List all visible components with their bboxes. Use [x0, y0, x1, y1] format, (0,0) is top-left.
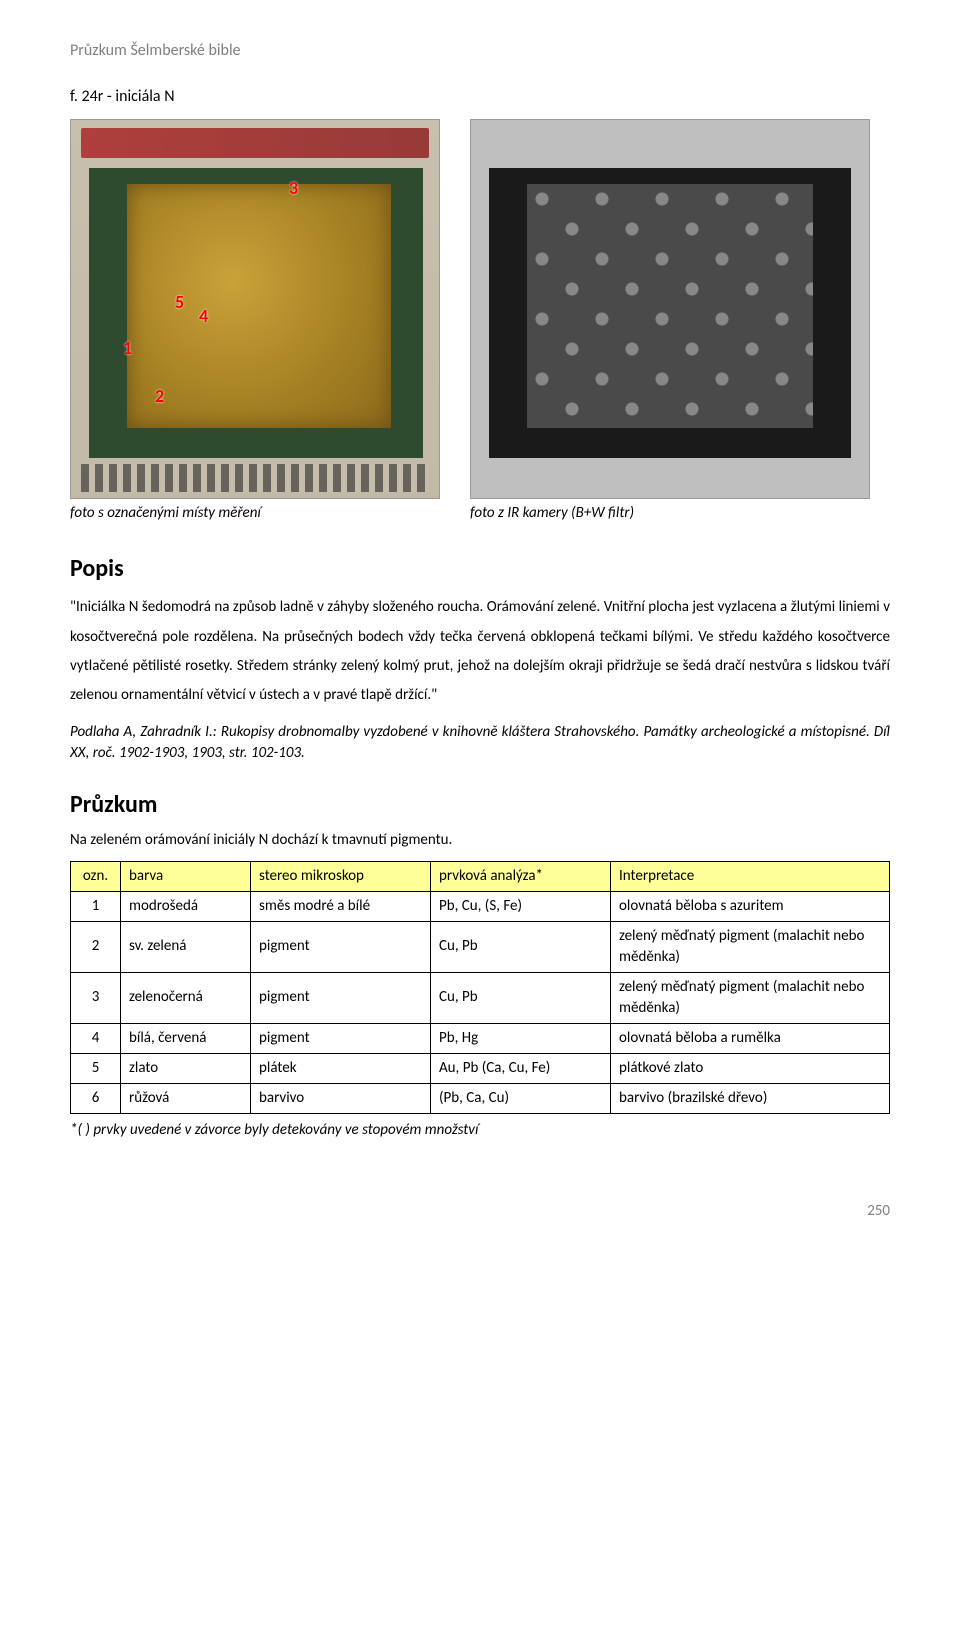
image-color-box: 3 54 12 [70, 119, 440, 499]
page-number: 250 [70, 1201, 890, 1222]
table-cell: zelenočerná [121, 972, 251, 1023]
image-row: 3 54 12 [70, 119, 890, 499]
figure-subtitle: f. 24r - iniciála N [70, 86, 890, 108]
table-cell: Au, Pb (Ca, Cu, Fe) [431, 1053, 611, 1083]
th-interp: Interpretace [611, 861, 890, 891]
manuscript-ir-pattern [527, 184, 813, 428]
measurement-marker: 5 [175, 290, 184, 315]
table-row: 6růžovábarvivo(Pb, Ca, Cu)barvivo (brazi… [71, 1083, 890, 1113]
table-cell: 2 [71, 921, 121, 972]
pruzkum-heading: Průzkum [70, 788, 890, 822]
table-cell: pigment [251, 972, 431, 1023]
table-cell: plátek [251, 1053, 431, 1083]
pruzkum-intro: Na zeleném orámování iniciály N dochází … [70, 830, 890, 851]
table-cell: plátkové zlato [611, 1053, 890, 1083]
th-ozn: ozn. [71, 861, 121, 891]
manuscript-black-text [81, 464, 429, 492]
table-cell: sv. zelená [121, 921, 251, 972]
popis-heading: Popis [70, 552, 890, 586]
th-barva: barva [121, 861, 251, 891]
running-title: Průzkum Šelmberské bible [70, 40, 890, 62]
table-cell: olovnatá běloba a rumělka [611, 1023, 890, 1053]
table-cell: olovnatá běloba s azuritem [611, 891, 890, 921]
manuscript-red-rubric [81, 128, 429, 158]
table-cell: pigment [251, 921, 431, 972]
table-row: 5zlatoplátekAu, Pb (Ca, Cu, Fe)plátkové … [71, 1053, 890, 1083]
table-cell: zelený měďnatý pigment (malachit nebo mě… [611, 921, 890, 972]
table-cell: 3 [71, 972, 121, 1023]
table-row: 4bílá, červenápigmentPb, Hgolovnatá bělo… [71, 1023, 890, 1053]
th-stereo: stereo mikroskop [251, 861, 431, 891]
table-cell: pigment [251, 1023, 431, 1053]
table-cell: růžová [121, 1083, 251, 1113]
table-cell: barvivo (brazilské dřevo) [611, 1083, 890, 1113]
table-cell: Cu, Pb [431, 972, 611, 1023]
table-cell: Pb, Cu, (S, Fe) [431, 891, 611, 921]
table-header-row: ozn. barva stereo mikroskop prvková anal… [71, 861, 890, 891]
popis-citation: Podlaha A, Zahradník I.: Rukopisy drobno… [70, 722, 890, 764]
measurement-marker: 3 [289, 176, 298, 201]
caption-left: foto s označenými místy měření [70, 503, 440, 524]
popis-body: "Iniciálka N šedomodrá na způsob ladně v… [70, 593, 890, 710]
table-cell: zelený měďnatý pigment (malachit nebo mě… [611, 972, 890, 1023]
caption-row: foto s označenými místy měření foto z IR… [70, 503, 890, 524]
table-cell: Pb, Hg [431, 1023, 611, 1053]
analysis-table: ozn. barva stereo mikroskop prvková anal… [70, 861, 890, 1114]
table-row: 1modrošedásměs modré a bíléPb, Cu, (S, F… [71, 891, 890, 921]
table-cell: Cu, Pb [431, 921, 611, 972]
manuscript-color-image: 3 54 12 [70, 119, 440, 499]
table-row: 3zelenočernápigmentCu, Pbzelený měďnatý … [71, 972, 890, 1023]
manuscript-ir-image [470, 119, 870, 499]
image-bw-box [470, 119, 870, 499]
measurement-marker: 4 [199, 304, 208, 329]
table-cell: 4 [71, 1023, 121, 1053]
table-cell: směs modré a bílé [251, 891, 431, 921]
manuscript-gold-leaf [127, 184, 391, 428]
table-cell: modrošedá [121, 891, 251, 921]
th-prvk: prvková analýza* [431, 861, 611, 891]
table-cell: 1 [71, 891, 121, 921]
caption-right: foto z IR kamery (B+W filtr) [470, 503, 870, 524]
measurement-marker: 2 [155, 384, 164, 409]
table-cell: bílá, červená [121, 1023, 251, 1053]
measurement-marker: 1 [123, 336, 132, 361]
table-row: 2sv. zelenápigmentCu, Pbzelený měďnatý p… [71, 921, 890, 972]
table-note: *( ) prvky uvedené v závorce byly deteko… [70, 1120, 890, 1141]
table-cell: barvivo [251, 1083, 431, 1113]
table-cell: zlato [121, 1053, 251, 1083]
table-cell: 6 [71, 1083, 121, 1113]
table-cell: (Pb, Ca, Cu) [431, 1083, 611, 1113]
table-cell: 5 [71, 1053, 121, 1083]
